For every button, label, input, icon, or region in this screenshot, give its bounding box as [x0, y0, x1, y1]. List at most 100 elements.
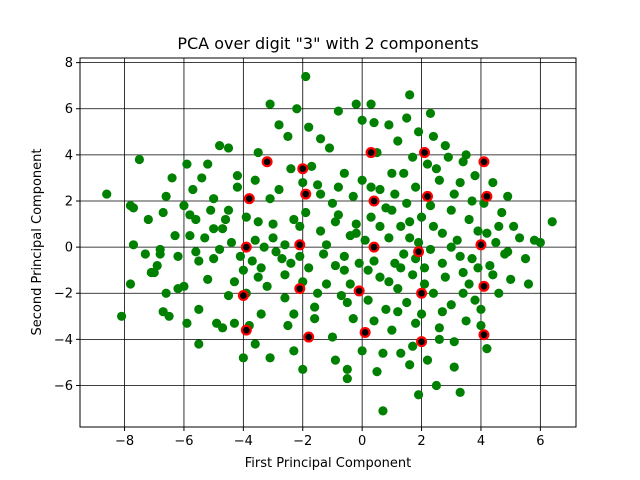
data-point — [387, 325, 397, 335]
data-point — [411, 318, 421, 328]
x-tick-label: −6 — [174, 434, 193, 449]
data-point — [262, 281, 272, 291]
data-point — [470, 171, 480, 181]
data-point — [125, 279, 136, 289]
highlighted-point — [359, 326, 371, 338]
data-point — [128, 203, 139, 213]
data-point — [422, 355, 433, 365]
data-point — [428, 221, 439, 231]
data-point — [482, 343, 492, 354]
data-point — [330, 217, 341, 227]
data-point — [289, 346, 299, 356]
data-point — [116, 311, 127, 321]
data-point — [437, 228, 447, 238]
x-axis-title: First Principal Component — [245, 456, 412, 471]
data-point — [375, 184, 385, 195]
data-point — [203, 159, 213, 169]
data-point — [321, 279, 332, 289]
data-point — [295, 251, 305, 261]
data-point — [437, 307, 447, 317]
data-point — [473, 226, 483, 236]
data-point — [286, 164, 296, 174]
data-point — [194, 256, 204, 266]
data-point — [277, 254, 287, 264]
data-point — [408, 270, 418, 280]
data-point — [161, 191, 171, 201]
data-point — [535, 237, 545, 248]
data-point — [413, 127, 424, 137]
data-point — [520, 254, 531, 264]
data-point — [416, 309, 427, 319]
data-point — [161, 288, 171, 298]
data-point — [327, 332, 338, 342]
data-point — [330, 260, 341, 271]
data-point — [209, 254, 219, 264]
data-point — [425, 201, 436, 211]
data-point — [170, 230, 180, 241]
highlighted-point — [478, 329, 490, 341]
highlighted-point — [419, 147, 431, 159]
data-point — [342, 373, 352, 384]
highlighted-point — [368, 241, 380, 253]
data-point — [405, 233, 415, 243]
data-point — [158, 207, 168, 218]
data-point — [164, 311, 174, 321]
chart-title: PCA over digit "3" with 2 components — [177, 34, 478, 53]
data-point — [384, 233, 394, 243]
data-point — [491, 237, 501, 248]
data-point — [238, 265, 248, 275]
highlighted-point — [297, 163, 309, 175]
data-point — [203, 274, 213, 284]
data-point — [452, 235, 462, 245]
data-point — [250, 175, 260, 185]
data-point — [188, 184, 198, 195]
highlighted-point — [303, 331, 315, 343]
data-point — [396, 263, 406, 273]
data-point — [265, 194, 275, 204]
data-point — [416, 212, 427, 222]
data-point — [381, 304, 391, 314]
highlighted-points — [237, 147, 493, 348]
data-point — [301, 207, 311, 218]
data-point — [280, 270, 290, 280]
y-tick-label: 2 — [65, 194, 73, 209]
data-point — [422, 159, 433, 169]
data-point — [506, 274, 516, 284]
data-point — [455, 251, 465, 261]
data-point — [348, 314, 358, 324]
data-point — [238, 353, 248, 363]
data-point — [443, 152, 453, 162]
highlighted-point — [478, 156, 490, 168]
data-point — [434, 323, 444, 333]
highlighted-point — [261, 156, 273, 168]
data-point — [214, 141, 225, 151]
data-point — [247, 256, 257, 266]
highlighted-point — [416, 336, 428, 348]
data-point — [310, 314, 320, 324]
data-point — [494, 221, 504, 231]
data-point — [434, 334, 444, 344]
highlighted-point — [475, 239, 487, 251]
data-point — [384, 120, 394, 130]
y-tick-label: 0 — [65, 241, 73, 256]
data-point — [384, 277, 394, 287]
data-point — [315, 226, 326, 236]
data-point — [310, 302, 320, 312]
data-point — [217, 224, 228, 234]
data-point — [179, 201, 189, 211]
data-point — [128, 240, 139, 250]
data-point — [313, 180, 323, 190]
data-point — [229, 277, 240, 287]
data-point — [301, 71, 311, 82]
data-point — [357, 175, 367, 185]
data-point — [232, 171, 243, 181]
data-point — [396, 221, 406, 231]
data-point — [405, 217, 415, 227]
data-point — [473, 263, 483, 273]
data-point — [449, 337, 459, 347]
data-point — [366, 99, 376, 109]
data-point — [265, 99, 275, 109]
data-point — [360, 235, 370, 245]
highlighted-point — [416, 287, 428, 299]
data-point — [458, 157, 468, 167]
